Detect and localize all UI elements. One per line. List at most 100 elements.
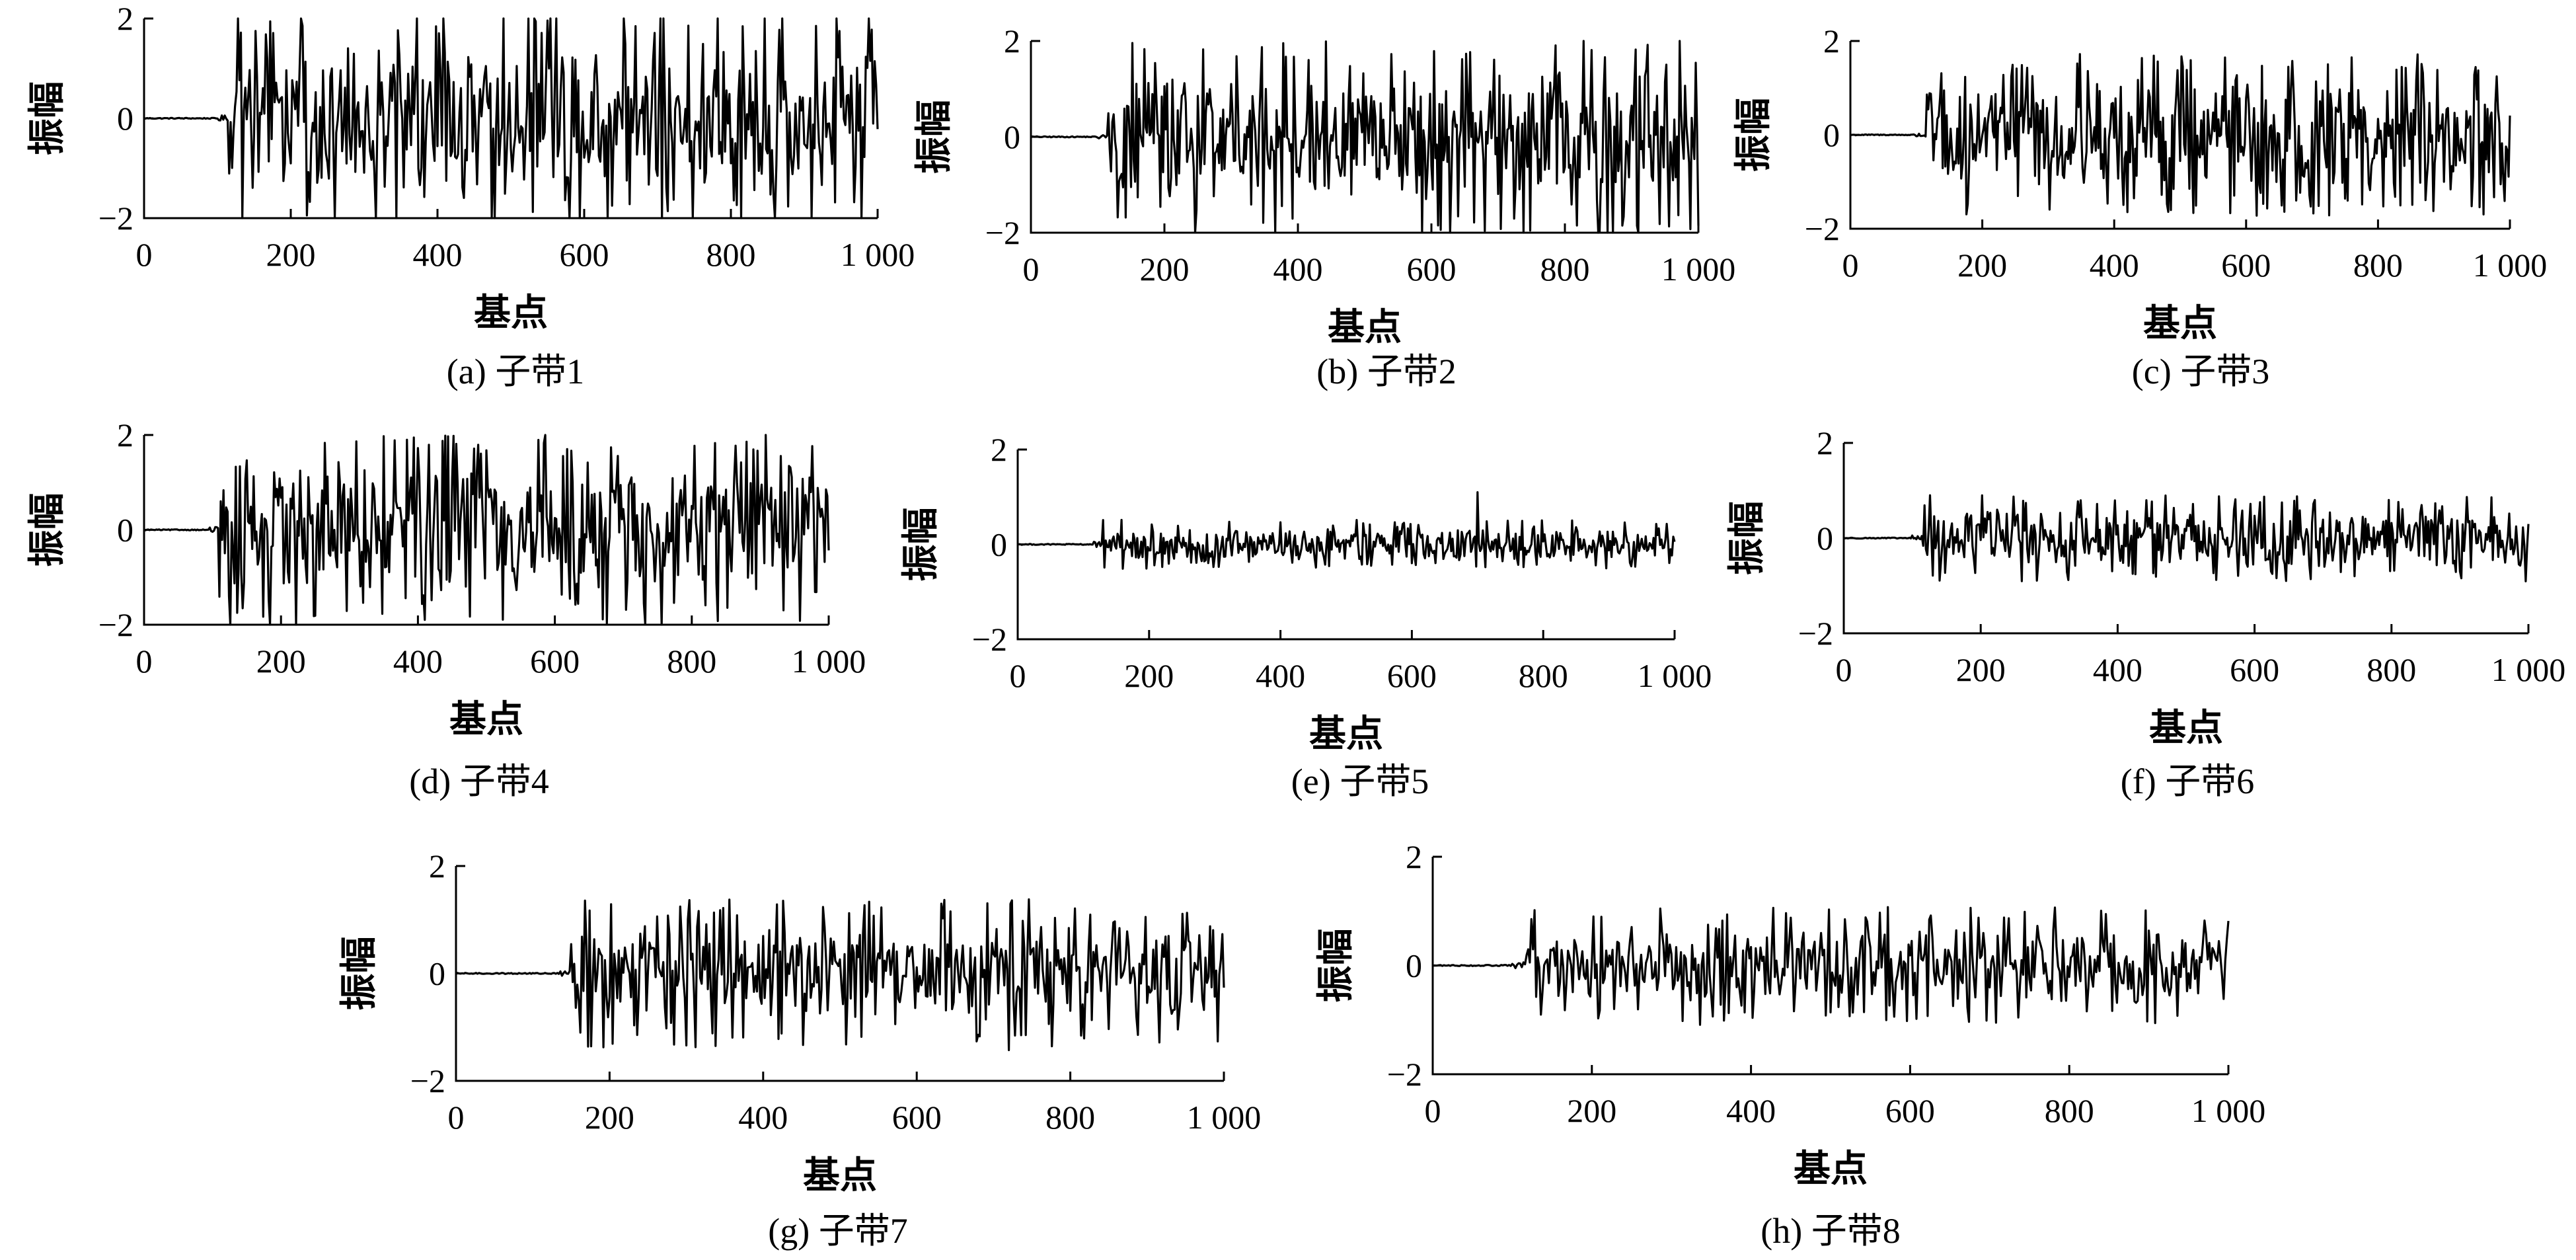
x-tick-label: 800 — [1540, 251, 1590, 288]
x-tick-label: 1 000 — [2473, 247, 2548, 284]
x-tick-label: 800 — [2367, 651, 2416, 688]
x-tick-label: 800 — [1045, 1099, 1095, 1136]
x-tick-label: 200 — [1567, 1092, 1616, 1129]
x-tick-label: 0 — [1836, 651, 1852, 688]
waveform-series — [1850, 53, 2511, 217]
waveform-series — [143, 17, 879, 219]
y-tick-label: 0 — [429, 955, 445, 992]
x-tick-label: 800 — [2045, 1092, 2094, 1129]
waveform-series — [143, 434, 830, 626]
x-tick-label: 200 — [1957, 247, 2007, 284]
y-axis-label: 振幅 — [27, 493, 68, 567]
x-tick-label: 400 — [2093, 651, 2142, 688]
x-tick-label: 200 — [1956, 651, 2006, 688]
waveform-series — [1843, 494, 2530, 582]
y-tick-label: 2 — [1817, 424, 1833, 461]
x-tick-label: 0 — [1842, 247, 1859, 284]
x-tick-label: 400 — [393, 643, 443, 680]
y-tick-label: 2 — [117, 0, 133, 37]
y-tick-label: −2 — [98, 606, 133, 643]
x-tick-label: 200 — [266, 236, 316, 273]
y-tick-label: 0 — [117, 512, 133, 549]
y-axis-label: 振幅 — [901, 508, 942, 582]
subplot-caption: (f) 子带6 — [2121, 762, 2254, 801]
y-tick-label: 2 — [429, 847, 445, 885]
x-tick-label: 0 — [1425, 1092, 1441, 1129]
x-tick-label: 0 — [1010, 657, 1026, 694]
x-tick-label: 1 000 — [2191, 1092, 2266, 1129]
y-tick-label: 0 — [1406, 947, 1422, 984]
waveform-series — [1432, 906, 2230, 1026]
subplot-caption: (d) 子带4 — [409, 762, 549, 801]
y-axis-label: 振幅 — [1727, 501, 1768, 575]
x-tick-label: 0 — [136, 236, 153, 273]
y-tick-label: 2 — [1406, 838, 1422, 875]
y-tick-label: −2 — [1805, 210, 1840, 247]
subplot-caption: (e) 子带5 — [1291, 762, 1429, 801]
x-axis-label: 基点 — [2143, 303, 2217, 344]
y-tick-label: 0 — [1817, 520, 1833, 557]
x-tick-label: 1 000 — [1638, 657, 1712, 694]
x-tick-label: 0 — [136, 643, 153, 680]
x-tick-label: 400 — [1256, 657, 1305, 694]
x-tick-label: 200 — [256, 643, 306, 680]
x-tick-label: 400 — [1726, 1092, 1776, 1129]
x-tick-label: 200 — [1140, 251, 1190, 288]
x-tick-label: 1 000 — [1661, 251, 1736, 288]
x-tick-label: 400 — [1273, 251, 1323, 288]
x-tick-label: 600 — [1885, 1092, 1935, 1129]
x-tick-label: 1 000 — [841, 236, 915, 273]
y-tick-label: 0 — [991, 526, 1007, 563]
subplot-caption: (c) 子带3 — [2132, 352, 2269, 391]
x-tick-label: 1 000 — [2491, 651, 2566, 688]
x-tick-label: 400 — [738, 1099, 788, 1136]
subplot-caption: (h) 子带8 — [1761, 1211, 1900, 1251]
x-tick-label: 1 000 — [792, 643, 866, 680]
waveform-series — [455, 898, 1225, 1052]
x-tick-label: 600 — [2221, 247, 2271, 284]
y-tick-label: 0 — [1004, 118, 1020, 155]
subplot-caption: (a) 子带1 — [447, 352, 584, 391]
y-tick-label: −2 — [1798, 615, 1833, 652]
y-tick-label: 2 — [991, 431, 1007, 468]
x-axis-label: 基点 — [1328, 307, 1402, 348]
y-axis-label: 振幅 — [1316, 929, 1357, 1003]
x-tick-label: 600 — [530, 643, 580, 680]
y-tick-label: 0 — [1823, 116, 1840, 153]
x-tick-label: 600 — [1387, 657, 1437, 694]
x-tick-label: 400 — [413, 236, 463, 273]
y-tick-label: 2 — [1823, 22, 1840, 59]
x-tick-label: 800 — [2353, 247, 2403, 284]
y-tick-label: −2 — [410, 1062, 445, 1099]
x-axis-label: 基点 — [1309, 714, 1383, 755]
subplot-caption: (g) 子带7 — [768, 1211, 907, 1251]
waveform-series — [1017, 491, 1676, 570]
x-tick-label: 400 — [2090, 247, 2139, 284]
x-axis-label: 基点 — [474, 293, 548, 334]
x-tick-label: 0 — [1023, 251, 1040, 288]
x-tick-label: 600 — [2230, 651, 2279, 688]
x-tick-label: 600 — [1407, 251, 1457, 288]
y-tick-label: −2 — [98, 200, 133, 237]
x-tick-label: 1 000 — [1187, 1099, 1262, 1136]
x-axis-label: 基点 — [803, 1156, 877, 1197]
x-tick-label: 200 — [1124, 657, 1174, 694]
y-axis-label: 振幅 — [339, 937, 380, 1011]
y-tick-label: 2 — [1004, 22, 1020, 59]
y-tick-label: 0 — [117, 100, 133, 137]
waveform-series — [1030, 40, 1700, 234]
x-tick-label: 200 — [585, 1099, 634, 1136]
y-tick-label: −2 — [1387, 1056, 1422, 1093]
x-tick-label: 800 — [706, 236, 756, 273]
x-tick-label: 800 — [1519, 657, 1568, 694]
y-tick-label: −2 — [985, 214, 1020, 251]
y-axis-label: 振幅 — [1733, 98, 1774, 172]
